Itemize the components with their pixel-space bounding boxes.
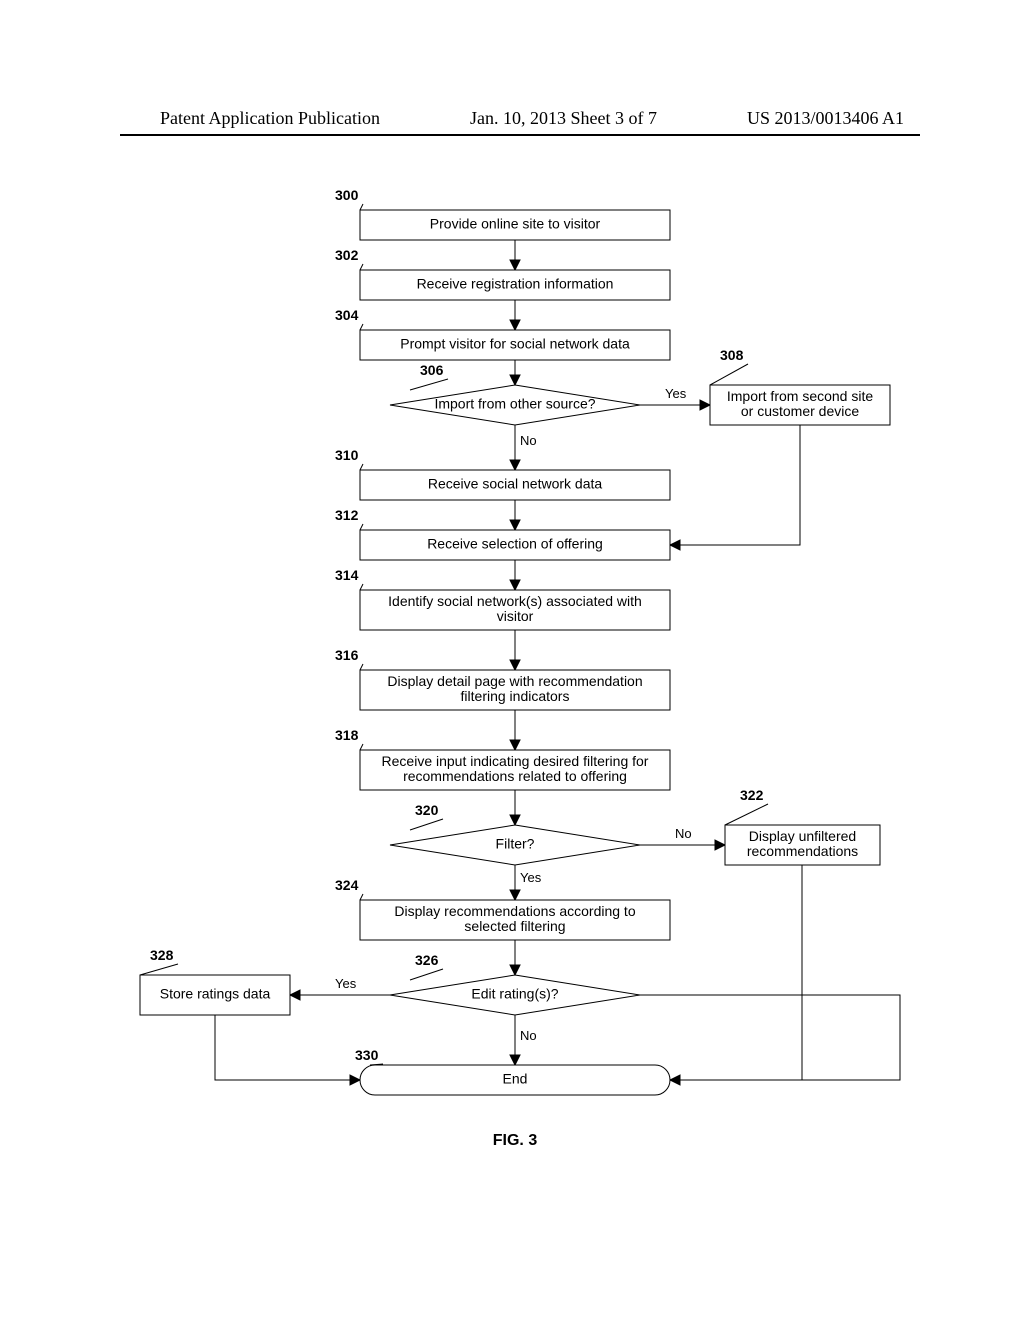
- svg-text:or customer device: or customer device: [741, 403, 859, 419]
- svg-text:316: 316: [335, 647, 359, 663]
- svg-text:306: 306: [420, 362, 444, 378]
- svg-text:filtering indicators: filtering indicators: [461, 688, 570, 704]
- svg-text:320: 320: [415, 802, 439, 818]
- svg-text:Identify social network(s) ass: Identify social network(s) associated wi…: [388, 593, 642, 609]
- svg-text:Filter?: Filter?: [496, 836, 535, 852]
- header-right: US 2013/0013406 A1: [747, 108, 904, 129]
- svg-text:302: 302: [335, 247, 359, 263]
- svg-text:Prompt visitor for social netw: Prompt visitor for social network data: [400, 336, 630, 352]
- flowchart: Yes No No Yes Yes No Provide online site to vi…: [120, 180, 940, 1260]
- svg-text:312: 312: [335, 507, 359, 523]
- svg-text:Display recommendations accord: Display recommendations according to: [394, 903, 635, 919]
- svg-text:318: 318: [335, 727, 359, 743]
- svg-text:visitor: visitor: [497, 608, 534, 624]
- page-header: Patent Application Publication Jan. 10, …: [0, 108, 1024, 129]
- svg-text:322: 322: [740, 787, 764, 803]
- svg-text:Display detail page with recom: Display detail page with recommendation: [387, 673, 642, 689]
- svg-text:330: 330: [355, 1047, 379, 1063]
- svg-text:No: No: [520, 1028, 537, 1043]
- svg-text:Receive selection of offering: Receive selection of offering: [427, 536, 603, 552]
- svg-text:selected filtering: selected filtering: [464, 918, 565, 934]
- svg-text:No: No: [520, 433, 537, 448]
- svg-text:Import from second site: Import from second site: [727, 388, 873, 404]
- header-center: Jan. 10, 2013 Sheet 3 of 7: [470, 108, 657, 129]
- svg-text:Display unfiltered: Display unfiltered: [749, 828, 856, 844]
- svg-text:324: 324: [335, 877, 359, 893]
- header-rule: [120, 134, 920, 136]
- svg-text:Yes: Yes: [335, 976, 357, 991]
- svg-text:326: 326: [415, 952, 439, 968]
- svg-text:recommendations: recommendations: [747, 843, 858, 859]
- svg-text:308: 308: [720, 347, 744, 363]
- svg-text:Edit rating(s)?: Edit rating(s)?: [471, 986, 558, 1002]
- svg-text:304: 304: [335, 307, 359, 323]
- header-left: Patent Application Publication: [160, 108, 380, 129]
- svg-text:Store ratings data: Store ratings data: [160, 986, 271, 1002]
- svg-text:310: 310: [335, 447, 359, 463]
- svg-text:328: 328: [150, 947, 174, 963]
- svg-text:recommendations related to off: recommendations related to offering: [403, 768, 627, 784]
- svg-text:Yes: Yes: [520, 870, 542, 885]
- svg-text:300: 300: [335, 187, 359, 203]
- svg-text:Yes: Yes: [665, 386, 687, 401]
- svg-text:Receive social network data: Receive social network data: [428, 476, 603, 492]
- svg-text:Receive input indicating desir: Receive input indicating desired filteri…: [382, 753, 649, 769]
- svg-text:Provide online site to visitor: Provide online site to visitor: [430, 216, 601, 232]
- svg-text:314: 314: [335, 567, 359, 583]
- svg-text:End: End: [503, 1071, 528, 1087]
- svg-text:No: No: [675, 826, 692, 841]
- svg-text:Receive registration informati: Receive registration information: [417, 276, 614, 292]
- svg-text:FIG. 3: FIG. 3: [493, 1132, 538, 1149]
- svg-text:Import from other source?: Import from other source?: [434, 396, 595, 412]
